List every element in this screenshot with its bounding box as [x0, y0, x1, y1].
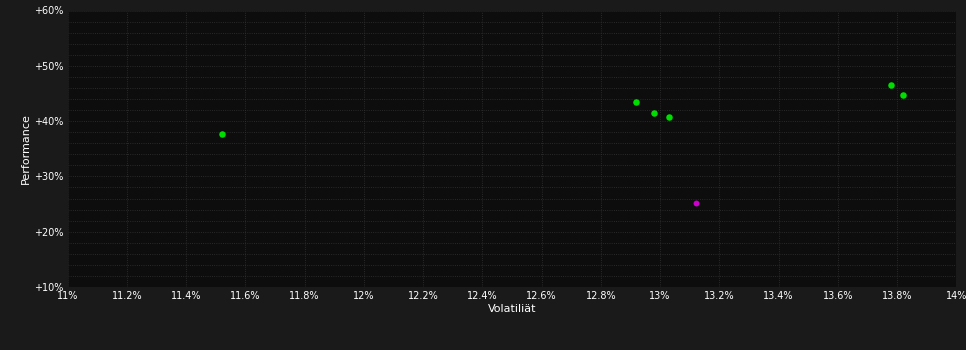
X-axis label: Volatiliät: Volatiliät	[488, 304, 536, 314]
Point	[895, 92, 911, 98]
Point	[646, 110, 662, 116]
Point	[213, 132, 229, 137]
Point	[629, 99, 644, 105]
Point	[688, 200, 703, 206]
Point	[662, 114, 677, 119]
Y-axis label: Performance: Performance	[21, 113, 31, 184]
Point	[884, 82, 899, 88]
